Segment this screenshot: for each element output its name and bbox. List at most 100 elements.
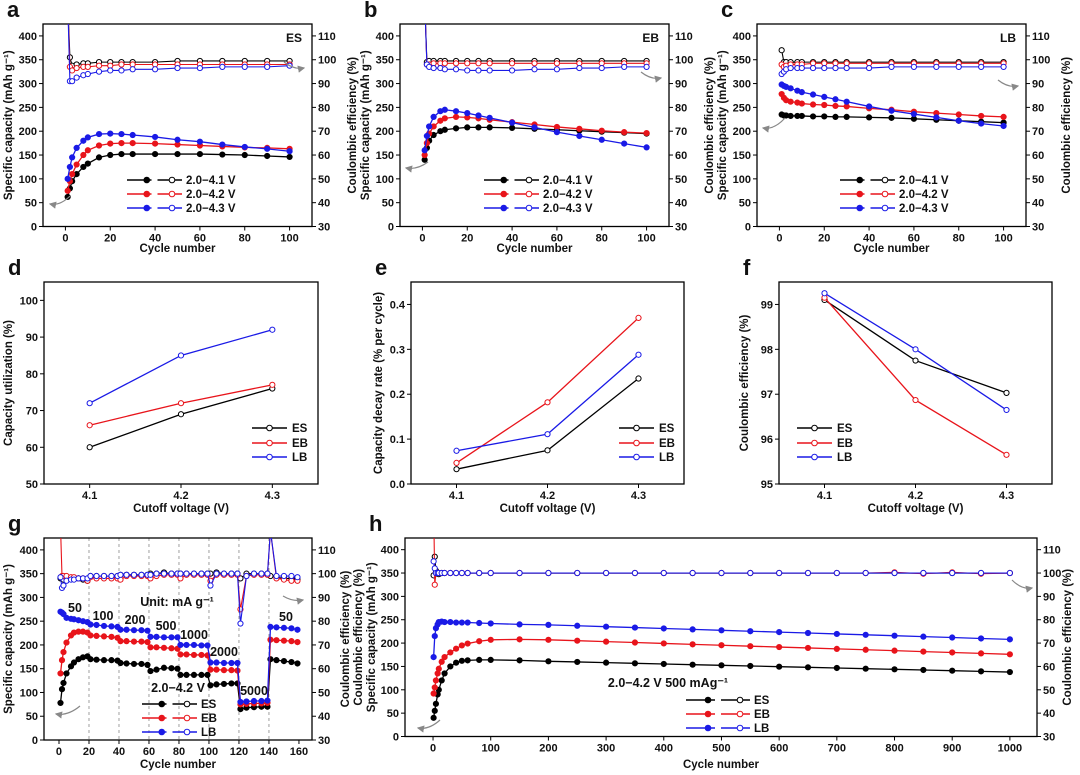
capacity-point: [95, 142, 103, 149]
capacity-point: [84, 134, 91, 141]
capacity-point: [833, 664, 840, 672]
ce-point: [237, 620, 244, 627]
ce-point: [228, 570, 235, 577]
ce-point: [660, 569, 667, 577]
axis-indicator-arrow-icon: [54, 705, 81, 719]
capacity-point: [130, 660, 138, 668]
y2-tick-label: 70: [318, 126, 330, 138]
y2-tick-label: 110: [318, 545, 336, 557]
ce-point: [57, 574, 64, 581]
annotation-label: 500: [156, 619, 177, 633]
capacity-point: [862, 665, 869, 672]
series-2-0-4-2-V: [778, 60, 1007, 121]
y2-tick-label: 60: [318, 150, 330, 162]
capacity-point: [213, 681, 220, 688]
capacity-point: [190, 671, 198, 678]
capacity-point: [643, 144, 650, 151]
legend-entry: LB: [797, 452, 852, 464]
data-point: [86, 422, 93, 429]
capacity-point: [151, 140, 159, 147]
ce-point: [288, 572, 295, 580]
ce-point: [196, 64, 204, 72]
legend-entry: EB: [142, 713, 217, 725]
y2-tick-label: 90: [318, 79, 330, 91]
y-tick-label: 400: [20, 545, 38, 557]
capacity-point: [183, 671, 190, 678]
data-point: [544, 399, 551, 406]
data-point: [544, 431, 551, 438]
annotation-label: 5000: [240, 684, 268, 698]
capacity-line: [67, 153, 290, 198]
capacity-point: [100, 657, 108, 664]
capacity-point: [190, 651, 198, 659]
y2-tick-label: 100: [1032, 55, 1050, 67]
y-tick-label: 400: [19, 31, 37, 43]
y2-tick-label: 70: [318, 640, 330, 652]
ce-point: [213, 570, 220, 577]
capacity-point: [286, 148, 293, 155]
legend-marker: [811, 439, 818, 447]
data-point: [544, 447, 551, 454]
capacity-point: [118, 130, 125, 138]
capacity-point: [60, 679, 67, 687]
capacity-point: [93, 621, 100, 629]
legend-label: 2.0−4.2 V: [186, 189, 236, 201]
ce-point: [531, 66, 538, 73]
ce-point: [452, 60, 460, 67]
capacity-point: [219, 151, 226, 158]
ce-point: [1006, 569, 1013, 577]
capacity-point: [453, 659, 460, 666]
capacity-point: [207, 659, 214, 666]
capacity-line: [456, 317, 639, 464]
capacity-point: [631, 624, 639, 631]
ce-point: [643, 63, 650, 70]
x-tick-label: 1000: [998, 743, 1022, 755]
y2-tick-label: 60: [1032, 150, 1044, 162]
capacity-point: [574, 658, 581, 666]
capacity-point: [747, 662, 754, 670]
ce-point: [422, 0, 427, 3]
capacity-point: [804, 644, 812, 652]
plot-frame: [43, 537, 313, 741]
capacity-point: [144, 627, 151, 634]
y-tick-label: 400: [376, 31, 394, 43]
y2-tick-label: 90: [318, 592, 330, 604]
legend-label: 2.0−4.1 V: [899, 175, 949, 187]
ce-point: [65, 0, 70, 3]
data-point: [635, 351, 642, 358]
ce-point: [117, 571, 124, 578]
legend-entry: 2.0−4.2 V: [127, 189, 236, 201]
series-ES: [86, 385, 276, 451]
ce-point: [243, 572, 250, 580]
legend-label: EB: [754, 709, 770, 721]
capacity-point: [508, 124, 516, 131]
capacity-point: [516, 636, 523, 643]
y2-tick-label: 80: [1032, 102, 1044, 114]
capacity-point: [243, 698, 250, 705]
capacity-point: [660, 660, 667, 668]
annotation-label: Unit: mA g⁻¹: [140, 595, 213, 609]
x-tick-label: 900: [943, 743, 961, 755]
y-tick-label: 0.4: [390, 299, 406, 311]
capacity-point: [177, 651, 184, 658]
x-tick-label: 4.1: [817, 490, 832, 502]
capacity-point: [430, 714, 437, 721]
data-point: [453, 466, 460, 473]
capacity-point: [458, 619, 465, 626]
ce-point: [508, 67, 516, 74]
panel-letter: c: [721, 0, 733, 22]
ce-point: [475, 60, 482, 67]
x-tick-label: 40: [149, 233, 161, 245]
legend-marker: [266, 424, 273, 432]
capacity-point: [123, 638, 130, 645]
x-tick-label: 100: [200, 746, 218, 758]
capacity-point: [438, 658, 445, 665]
capacity-point: [621, 140, 628, 147]
x-axis-title: Cycle number: [140, 759, 217, 771]
legend-label: LB: [201, 727, 216, 739]
capacity-point: [933, 114, 940, 121]
capacity-point: [689, 661, 696, 668]
capacity-line: [89, 387, 273, 448]
y2-tick-label: 90: [1043, 591, 1055, 603]
capacity-point: [107, 151, 114, 159]
